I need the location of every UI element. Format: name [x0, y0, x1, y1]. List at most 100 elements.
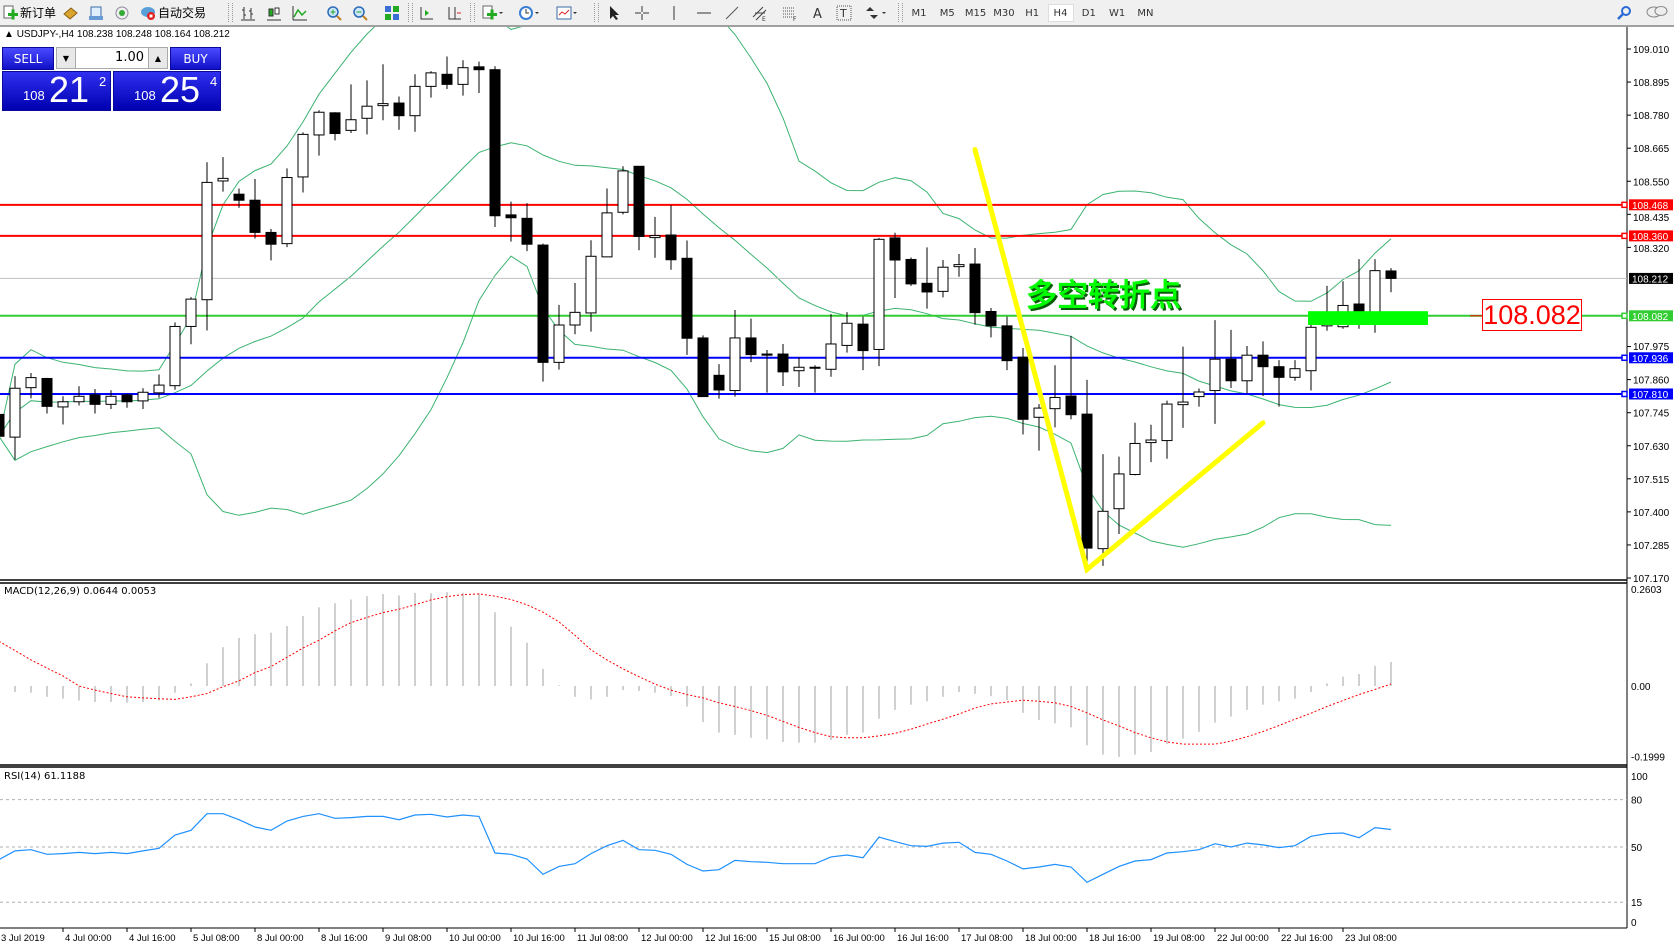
timeframe-mn-button[interactable]: MN	[1137, 7, 1154, 19]
candle-body	[633, 165, 645, 237]
search-icon[interactable]	[1616, 3, 1632, 22]
new-order-button[interactable]: 新订单	[2, 3, 56, 22]
timeframe-d1-button[interactable]: D1	[1081, 7, 1096, 19]
buy-label: BUY	[183, 51, 208, 66]
cursor-icon[interactable]	[606, 3, 622, 22]
level-handle[interactable]	[1621, 390, 1628, 398]
zoom-out-icon[interactable]	[352, 3, 368, 22]
candle	[233, 188, 245, 208]
tile-windows-icon[interactable]	[384, 3, 400, 22]
autoscroll-icon[interactable]	[446, 3, 462, 22]
indicators-icon[interactable]	[482, 3, 504, 22]
candle	[73, 386, 85, 406]
time-tick-label: 15 Jul 08:00	[769, 933, 821, 944]
candle	[681, 240, 693, 355]
bar-chart-icon[interactable]	[240, 3, 256, 22]
price-tag	[1629, 199, 1673, 211]
timeframe-h4-button[interactable]: H4	[1047, 4, 1074, 22]
fibonacci-icon[interactable]: F	[782, 3, 798, 22]
candle-body	[121, 394, 133, 403]
candle	[1161, 400, 1173, 459]
level-handle[interactable]	[1621, 201, 1628, 209]
bollinger-middle-band	[0, 142, 1392, 436]
auto-trading-button[interactable]: 自动交易	[140, 3, 206, 22]
periods-icon[interactable]	[518, 3, 540, 22]
candle	[921, 247, 933, 309]
rsi-line	[0, 813, 1392, 884]
candlestick-icon[interactable]	[266, 3, 282, 22]
candle	[553, 304, 565, 370]
candle	[409, 74, 421, 132]
lot-increase-button[interactable]: ▲	[148, 48, 167, 68]
candle	[1385, 268, 1397, 293]
text-icon[interactable]: A	[810, 3, 826, 22]
candle	[809, 365, 821, 393]
market-watch-icon[interactable]	[88, 3, 104, 22]
level-handle[interactable]	[1621, 312, 1628, 320]
timeframe-m1-button[interactable]: M1	[911, 7, 927, 19]
text-label-icon[interactable]: T	[836, 3, 852, 22]
price-tick-label: 109.010	[1633, 45, 1670, 56]
lot-decrease-button[interactable]: ▼	[57, 48, 76, 68]
timeframe-m15-button[interactable]: M15	[964, 7, 987, 19]
annotation-price-label[interactable]: 108.082	[1482, 299, 1582, 331]
v-shape-annotation[interactable]	[972, 147, 1266, 574]
lot-size-input[interactable]: ▼ 1.00 ▲	[56, 47, 168, 69]
green-zone-rectangle[interactable]	[1308, 311, 1428, 325]
candle	[953, 253, 965, 277]
candle	[457, 60, 469, 96]
price-tick-label: 108.550	[1633, 177, 1670, 188]
candle-body	[521, 217, 533, 245]
collapse-triangle-icon[interactable]: ▲	[4, 29, 14, 40]
candle	[121, 393, 133, 408]
buy-button[interactable]: BUY	[170, 47, 221, 70]
history-icon[interactable]	[62, 3, 78, 22]
candle-body	[233, 193, 245, 201]
line-chart-icon[interactable]	[292, 3, 308, 22]
candle-body	[361, 105, 373, 119]
candle-body	[425, 72, 437, 87]
sell-button[interactable]: SELL	[2, 47, 54, 70]
candle	[777, 343, 789, 386]
candle-body	[9, 387, 21, 438]
candle	[1113, 456, 1125, 535]
arrows-icon[interactable]	[864, 3, 888, 22]
candle-body	[617, 170, 629, 213]
candle-body	[873, 238, 885, 350]
chat-icon[interactable]	[1646, 3, 1668, 22]
signals-icon[interactable]	[114, 3, 130, 22]
vertical-line-icon[interactable]	[666, 3, 682, 22]
candle-body	[1129, 442, 1141, 476]
price-tick-label: 108.780	[1633, 111, 1670, 122]
svg-text:E: E	[762, 16, 766, 21]
price-tick-label: 108.665	[1633, 144, 1670, 155]
crosshair-icon[interactable]	[634, 3, 650, 22]
level-handle[interactable]	[1621, 354, 1628, 362]
lot-value[interactable]: 1.00	[115, 50, 144, 65]
candle-body	[393, 102, 405, 117]
candle	[1225, 329, 1237, 388]
timeframe-w1-button[interactable]: W1	[1108, 7, 1126, 19]
sell-price-box[interactable]: 108 21 2	[2, 71, 111, 111]
candle	[889, 232, 901, 298]
buy-price-box[interactable]: 108 25 4	[113, 71, 221, 111]
chart-shift-icon[interactable]	[418, 3, 434, 22]
candle	[521, 203, 533, 252]
timeframe-h1-button[interactable]: H1	[1025, 7, 1040, 19]
templates-icon[interactable]	[556, 3, 578, 22]
timeframe-m5-button[interactable]: M5	[939, 7, 955, 19]
candle	[1289, 360, 1301, 381]
candle	[617, 166, 629, 215]
time-tick-label: 17 Jul 08:00	[961, 933, 1013, 944]
zoom-in-icon[interactable]	[326, 3, 342, 22]
candle	[345, 84, 357, 133]
trendline-icon[interactable]	[724, 3, 740, 22]
chart-header-text: USDJPY-,H4 108.238 108.248 108.164 108.2…	[16, 29, 230, 40]
horizontal-line-icon[interactable]	[696, 3, 712, 22]
equidistant-channel-icon[interactable]: E	[752, 3, 768, 22]
time-tick-label: 4 Jul 00:00	[65, 933, 111, 944]
timeframe-m30-button[interactable]: M30	[993, 7, 1015, 19]
annotation-text[interactable]: 多空转折点	[1026, 278, 1181, 314]
level-handle[interactable]	[1621, 232, 1628, 240]
